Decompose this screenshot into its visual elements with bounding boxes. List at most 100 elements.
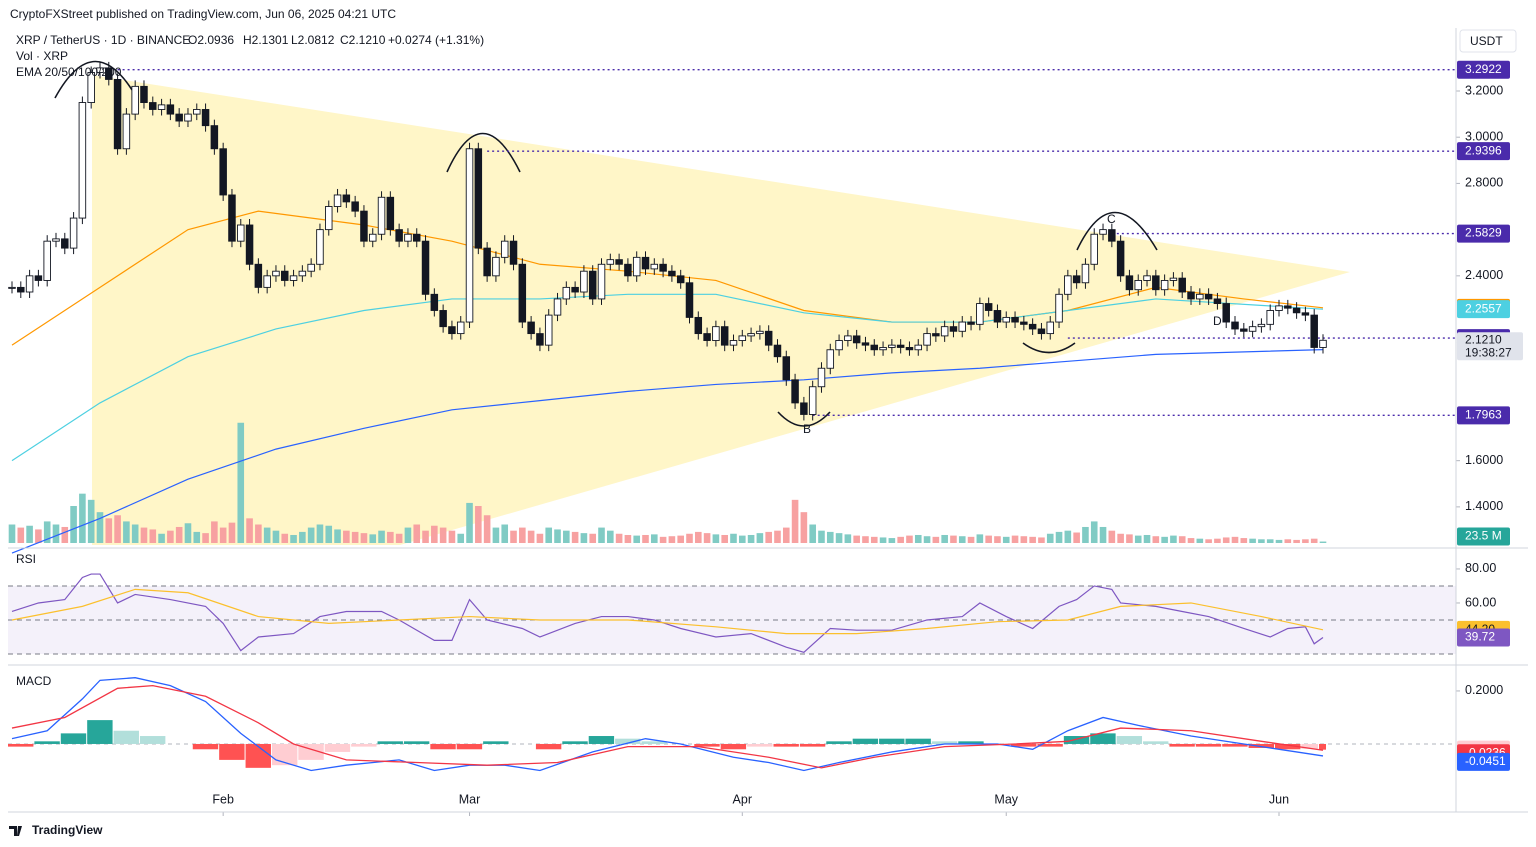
volume-bar (1187, 538, 1195, 543)
candle (325, 206, 333, 231)
volume-bar (1178, 536, 1186, 543)
candle (632, 256, 641, 277)
volume-bar (466, 502, 473, 543)
candle (395, 229, 403, 242)
histogram-bar (641, 741, 667, 744)
chart-layer: 3.2000 3.0000 2.8000 2.4000 1.6000 1.4000 Feb M… (8, 60, 1523, 816)
volume-bar (1117, 533, 1124, 543)
symbol-title: XRP / TetherUS · 1D · BINANCE (16, 33, 190, 47)
candle (1319, 339, 1327, 348)
candle (474, 148, 483, 249)
candle (712, 326, 720, 341)
candle (368, 233, 377, 242)
volume-bar (809, 524, 816, 543)
candle (844, 335, 852, 341)
rsi-line (11, 588, 1324, 635)
candle (1037, 328, 1046, 335)
volume-bar (563, 530, 570, 543)
histogram-bar (60, 733, 87, 744)
candle (1143, 275, 1151, 281)
volume-bar (8, 524, 16, 543)
candle (412, 233, 421, 242)
triangle-pattern (92, 75, 1350, 545)
candle (993, 310, 1002, 323)
volume-bar (404, 527, 412, 543)
candle (984, 303, 993, 311)
candle (1125, 275, 1134, 291)
volume-bar (721, 534, 728, 543)
volume-bar (228, 522, 236, 543)
candle (333, 194, 342, 207)
candle (245, 224, 254, 265)
candle (852, 335, 861, 344)
volume-bar (1002, 536, 1010, 543)
candle (896, 344, 905, 348)
volume-bar (475, 506, 482, 543)
candle (483, 247, 491, 277)
candle (69, 217, 78, 249)
candle (1064, 275, 1072, 295)
candle (1108, 229, 1116, 242)
candle (773, 344, 782, 358)
candle (184, 113, 192, 122)
histogram-bar (271, 743, 298, 766)
candle (52, 238, 60, 242)
ema-label-box (1457, 300, 1510, 319)
volume-bar (712, 534, 720, 543)
level-label-box (1457, 142, 1510, 161)
currency[interactable]: USDT (1470, 34, 1503, 48)
candle (34, 275, 43, 281)
volume-bar (193, 531, 201, 543)
volume-bar (1038, 537, 1045, 543)
histogram-bar (1143, 741, 1169, 744)
currency-button[interactable] (1459, 29, 1517, 53)
y-tick-label: 0.2000 (1465, 683, 1503, 697)
volume-bar (782, 527, 790, 543)
change: +0.0274 (+1.31%) (388, 33, 484, 47)
volume-bar (941, 534, 948, 543)
candle (580, 270, 588, 293)
volume-bar (413, 524, 421, 543)
volume-bar (1266, 539, 1274, 543)
macd-title: MACD (16, 674, 52, 688)
volume-bar (914, 534, 922, 543)
histogram-bar (483, 741, 509, 744)
volume-bar (263, 527, 271, 543)
volume-bar (131, 524, 139, 543)
volume-bar (774, 530, 781, 543)
volume-bar (862, 536, 869, 543)
candle (800, 402, 808, 415)
candle (298, 270, 307, 277)
volume-bar (545, 527, 553, 543)
histogram-bar (1301, 743, 1318, 749)
histogram-bar (615, 738, 641, 744)
low: L2.0812 (291, 33, 335, 47)
volume-bar (246, 518, 253, 543)
candle (588, 270, 597, 300)
level-label: 3.2922 (1465, 62, 1502, 76)
candle (729, 340, 738, 346)
volume-bar (1126, 534, 1133, 543)
histogram-bar (1063, 736, 1090, 744)
volume-bar (677, 535, 684, 543)
annotation: C (1107, 212, 1116, 226)
candle (932, 333, 940, 337)
volume-bar (967, 536, 975, 543)
candle (281, 270, 289, 281)
candle (914, 344, 923, 351)
candle (289, 275, 298, 281)
candle (685, 282, 694, 318)
candle (764, 330, 773, 346)
histogram-bar (1116, 736, 1143, 744)
candle (237, 224, 245, 242)
volume-bar (378, 530, 385, 543)
high: H2.1301 (243, 33, 289, 47)
candle (87, 72, 95, 103)
candle (1099, 229, 1107, 235)
volume-bar (747, 534, 755, 543)
level-label: 1.7963 (1465, 407, 1502, 421)
volume-bar (1046, 533, 1054, 543)
volume-bar (202, 533, 209, 543)
volume-bar (791, 499, 799, 543)
candle (597, 263, 606, 300)
